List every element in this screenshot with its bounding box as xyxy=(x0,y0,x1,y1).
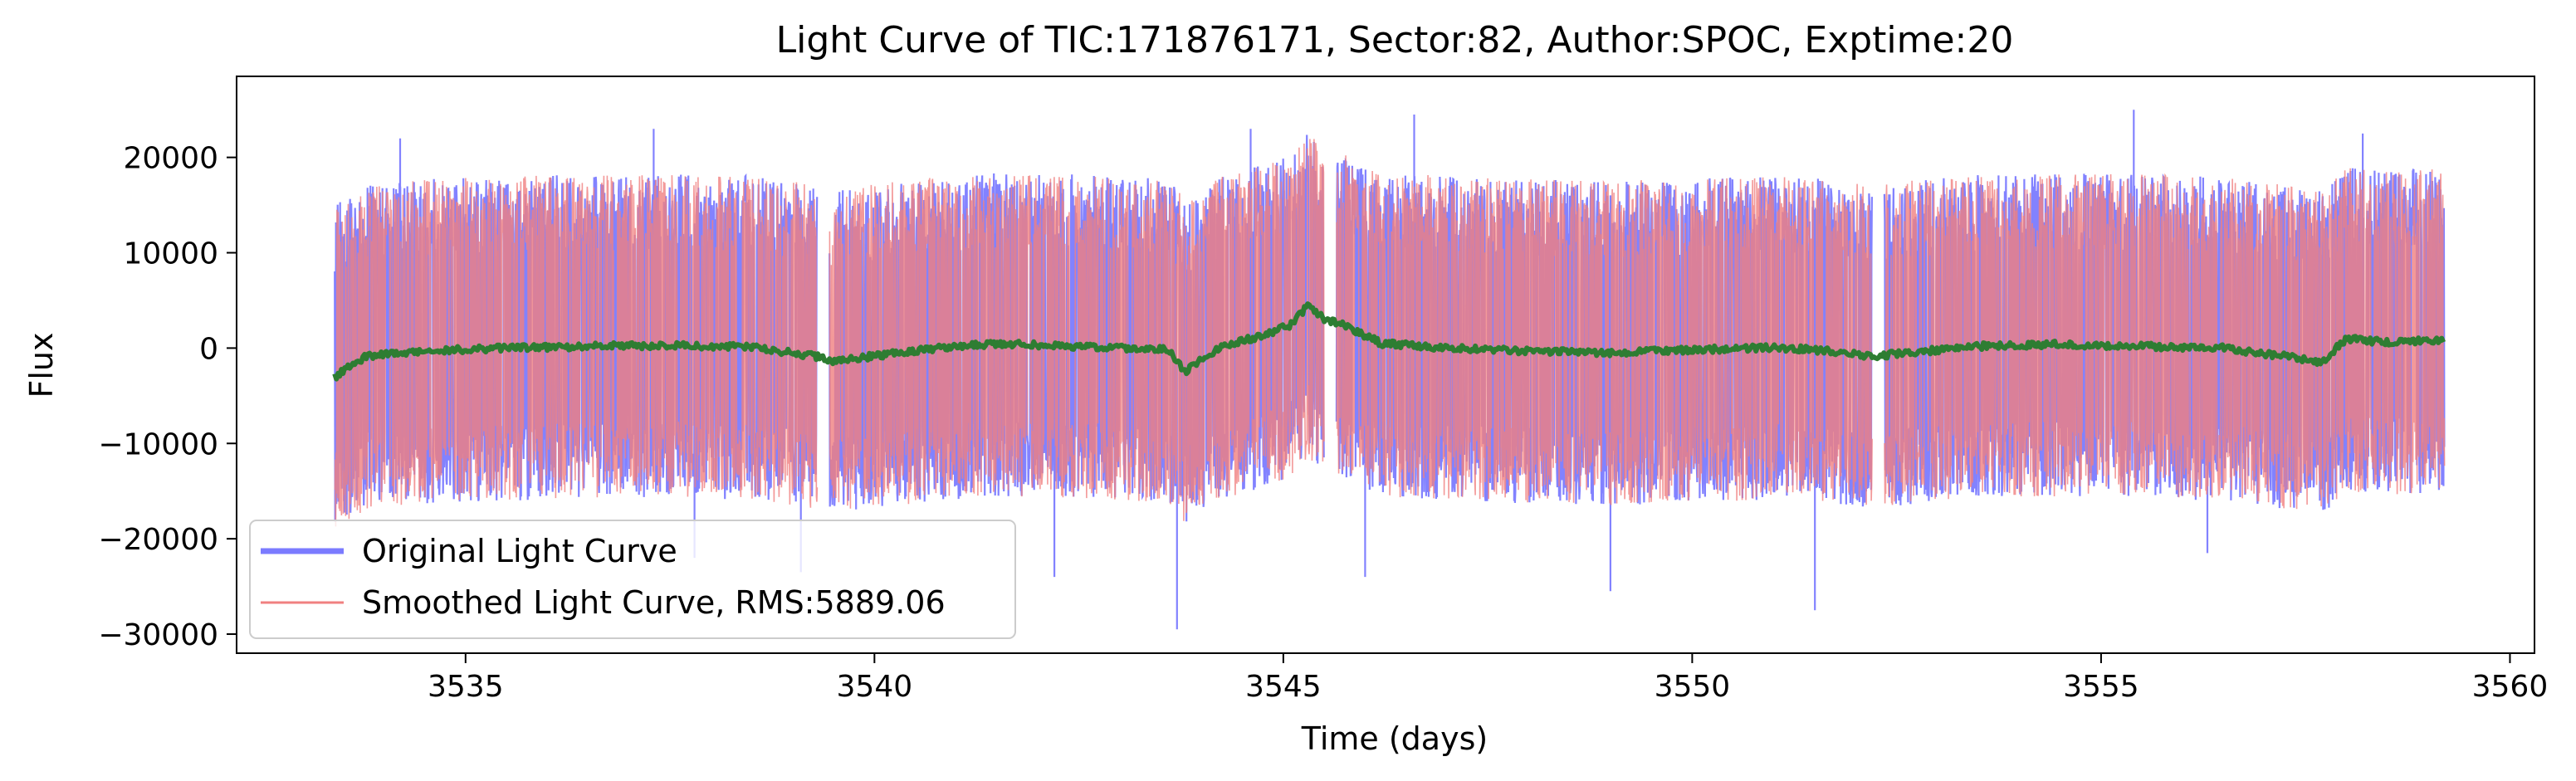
legend-label-smoothed: Smoothed Light Curve, RMS:5889.06 xyxy=(362,584,946,621)
legend: Original Light Curve Smoothed Light Curv… xyxy=(249,520,1016,639)
legend-box xyxy=(249,520,1016,639)
y-tick-label: 20000 xyxy=(123,142,218,176)
x-tick-label: 3535 xyxy=(428,670,504,704)
y-tick-label: 10000 xyxy=(123,237,218,271)
y-tick-label: −30000 xyxy=(98,618,218,652)
y-axis: 20000 10000 0 −10000 −20000 −30000 xyxy=(98,142,237,652)
x-tick-label: 3560 xyxy=(2472,670,2549,704)
x-axis-label: Time (days) xyxy=(1301,720,1488,757)
y-tick-label: 0 xyxy=(199,332,218,366)
x-tick-label: 3545 xyxy=(1245,670,1322,704)
chart-title: Light Curve of TIC:171876171, Sector:82,… xyxy=(776,19,2014,61)
x-tick-label: 3555 xyxy=(2063,670,2139,704)
x-tick-label: 3540 xyxy=(837,670,913,704)
series-smoothed-light-curve xyxy=(334,139,2446,527)
plot-frame xyxy=(236,76,2535,654)
legend-label-original: Original Light Curve xyxy=(362,533,677,569)
x-tick-label: 3550 xyxy=(1655,670,1731,704)
x-axis: 3535 3540 3545 3550 3555 3560 xyxy=(428,653,2548,704)
series-layer xyxy=(332,110,2446,630)
y-tick-label: −10000 xyxy=(98,427,218,461)
y-tick-label: −20000 xyxy=(98,523,218,557)
series-running-mean xyxy=(332,301,2446,382)
y-axis-label: Flux xyxy=(23,333,60,398)
